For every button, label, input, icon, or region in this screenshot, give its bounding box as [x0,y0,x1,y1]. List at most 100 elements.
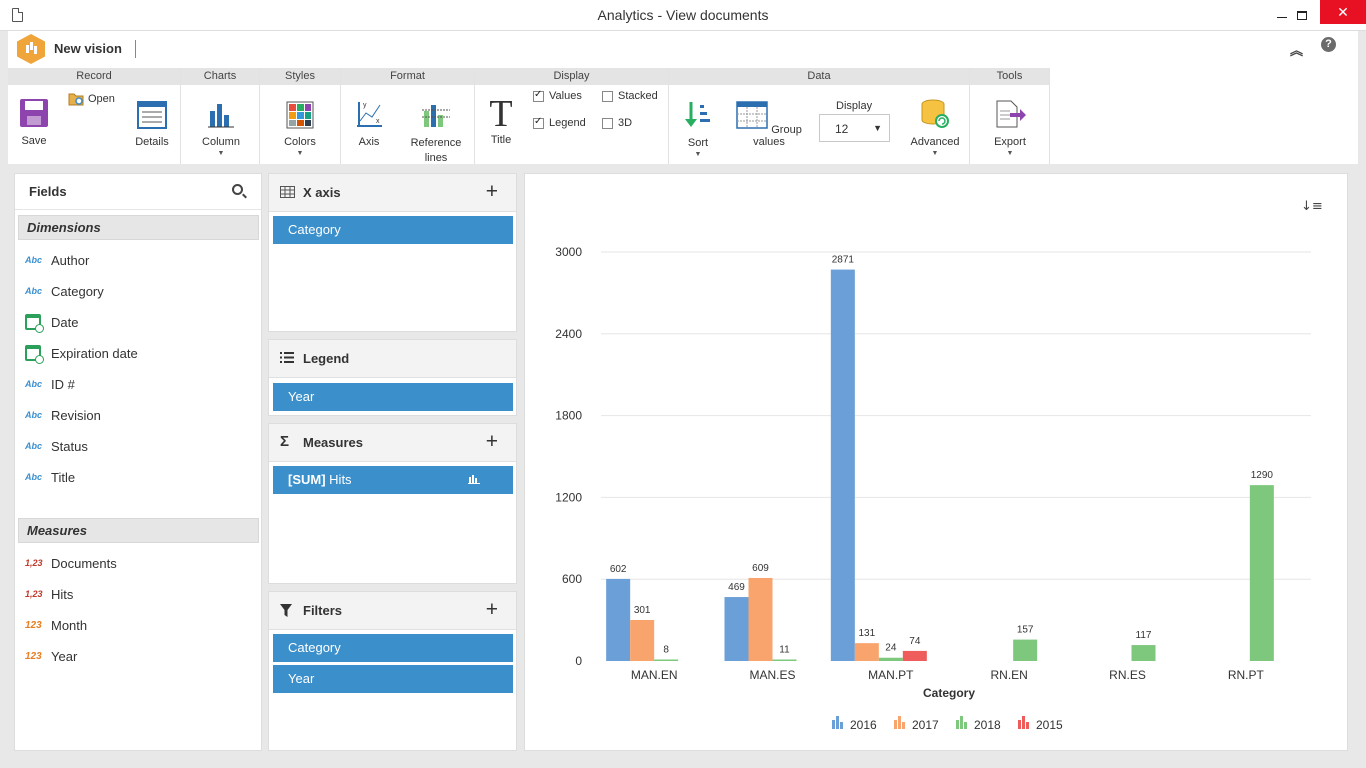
advanced-label: Advanced [910,136,960,148]
legend-swatch-icon [898,716,901,729]
3d-checkbox-box[interactable] [602,117,613,129]
add-x-axis-icon[interactable]: + [485,180,498,203]
legend-chip-year[interactable]: Year [273,383,513,411]
reference-lines-button[interactable]: Reference lines [401,101,471,166]
text-type-icon: Abc [25,441,43,451]
field-date[interactable]: Date [25,312,78,333]
calendar-icon [25,345,44,364]
data-label: 301 [634,605,651,616]
field-hits[interactable]: 1,23 Hits [25,584,73,604]
colors-dropdown-icon: ▼ [296,150,304,157]
field-status[interactable]: Abc Status [25,436,88,456]
group-label-charts: Charts [181,68,259,85]
advanced-button[interactable]: Advanced ▼ [907,99,963,157]
open-folder-icon [68,93,84,106]
legend-checkbox-box[interactable] [533,116,544,129]
bar [854,643,879,661]
open-button[interactable]: Open [68,91,120,106]
advanced-dropdown-icon: ▼ [931,150,939,157]
add-measure-icon[interactable]: + [485,430,498,453]
collapse-ribbon-icon[interactable]: ︽ [1290,43,1304,58]
column-chart-button[interactable]: Column ▼ [196,101,246,157]
stacked-checkbox[interactable]: Stacked [602,90,658,102]
field-documents[interactable]: 1,23 Documents [25,553,117,573]
x-axis-zone: X axis + Category [268,173,517,332]
window-title: Analytics - View documents [597,7,769,23]
3d-checkbox[interactable]: 3D [602,117,632,129]
text-type-icon: Abc [25,410,43,420]
list-icon [280,352,294,363]
x-axis-zone-title: X axis [303,185,341,200]
x-axis-chip-category[interactable]: Category [273,216,513,244]
values-checkbox[interactable]: Values [533,89,582,102]
field-category[interactable]: Abc Category [25,281,104,301]
group-values-button[interactable]: Group values [729,101,809,148]
document-icon [12,8,23,22]
y-tick-label: 2400 [555,327,582,341]
field-revision[interactable]: Abc Revision [25,405,101,425]
fields-panel: Fields Dimensions Abc Author Abc Category … [14,173,262,751]
bar [902,650,927,661]
close-button[interactable]: ✕ [1320,0,1366,24]
export-button[interactable]: Export ▼ [985,99,1035,157]
details-label: Details [135,136,169,148]
legend-label: 2015 [1036,718,1063,732]
filter-chip-year[interactable]: Year [273,665,513,693]
x-axis-zone-header: X axis + [269,174,516,212]
save-button[interactable]: Save [14,98,54,147]
bar-chart-icon[interactable] [468,474,480,484]
export-icon [996,100,1026,128]
help-icon[interactable]: ? [1321,37,1336,52]
field-month[interactable]: 123 Month [25,615,87,635]
minimize-button[interactable] [1262,0,1302,31]
fields-header: Fields [15,174,261,210]
field-title[interactable]: Abc Title [25,467,75,487]
text-type-icon: Abc [25,255,43,265]
maximize-button[interactable] [1282,0,1322,31]
bar [1249,485,1274,661]
integer-type-icon: 123 [25,650,42,662]
grid-icon [280,186,295,198]
reference-lines-icon [422,105,450,127]
bar [724,597,749,661]
details-button[interactable]: Details [132,101,172,148]
vision-name[interactable]: New vision [54,41,122,56]
stacked-checkbox-box[interactable] [602,90,613,102]
search-icon[interactable] [232,184,243,195]
sigma-icon: Σ [280,433,290,450]
group-label-tools: Tools [970,68,1049,85]
field-author[interactable]: Abc Author [25,250,89,270]
legend-checkbox[interactable]: Legend [533,116,586,129]
group-label-record: Record [8,68,180,85]
legend-zone-header: Legend [269,340,516,378]
legend-swatch-icon [1018,720,1021,729]
field-year[interactable]: 123 Year [25,646,77,666]
axis-icon: yx [357,102,382,127]
close-icon: ✕ [1337,3,1349,20]
field-label: Year [51,648,78,664]
minimize-icon [1277,17,1287,18]
integer-type-icon: 123 [25,619,42,631]
colors-button[interactable]: Colors ▼ [275,101,325,157]
title-button[interactable]: T Title [483,95,519,146]
y-tick-label: 600 [562,572,582,586]
data-label: 469 [728,582,745,593]
measure-chip-hits[interactable]: [SUM] Hits [273,466,513,494]
field-id[interactable]: Abc ID # [25,374,75,394]
legend-swatch-icon [894,720,897,729]
calendar-icon [25,314,44,333]
column-label: Column [202,136,240,148]
field-label: Author [51,252,90,268]
reference-lines-label: Reference lines [410,137,462,164]
add-filter-icon[interactable]: + [485,598,498,621]
sort-button[interactable]: Sort ▼ [678,100,718,158]
filter-chip-category[interactable]: Category [273,634,513,662]
field-expiration-date[interactable]: Expiration date [25,343,138,364]
text-type-icon: Abc [25,286,43,296]
filters-zone-title: Filters [303,603,343,618]
values-checkbox-box[interactable] [533,89,544,102]
svg-text:x: x [376,118,380,125]
bar [1131,645,1156,661]
display-count-select[interactable]: 12 ▼ [819,114,890,142]
